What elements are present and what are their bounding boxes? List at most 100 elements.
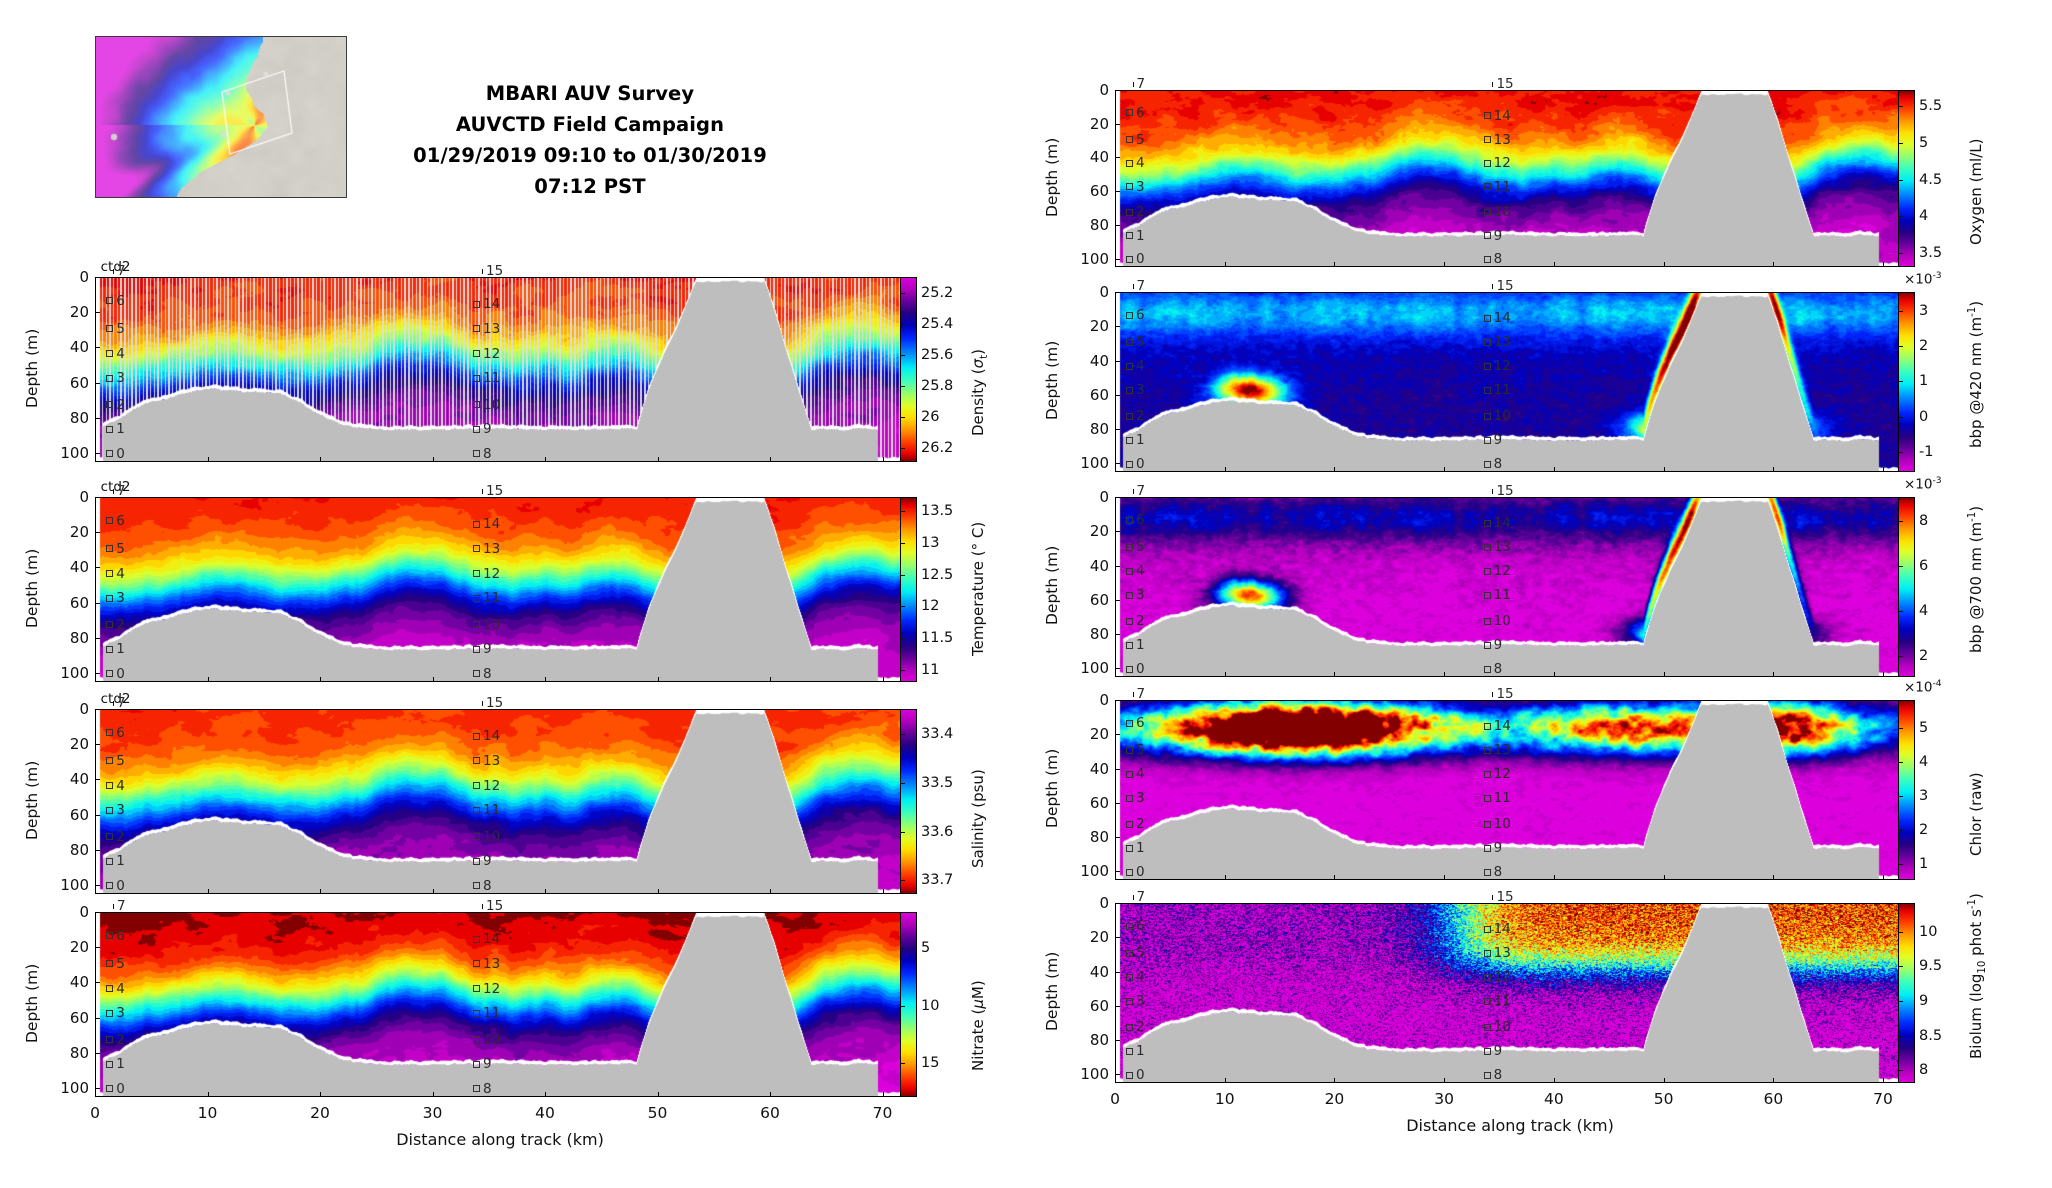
station-marker-density-9[interactable]: 9	[473, 423, 492, 436]
station-marker-chlor-10[interactable]: 10	[1483, 817, 1511, 831]
station-marker-temperature-7[interactable]: 7	[113, 484, 126, 498]
station-marker-chlor-13[interactable]: 13	[1483, 744, 1511, 757]
station-marker-nitrate-11[interactable]: 11	[473, 1006, 500, 1020]
station-marker-oxygen-13[interactable]: 13	[1483, 133, 1511, 147]
station-marker-nitrate-5[interactable]: 5	[106, 957, 125, 971]
station-marker-temperature-1[interactable]: 1	[106, 643, 125, 656]
station-marker-bbp700-14[interactable]: 14	[1483, 517, 1511, 530]
station-marker-chlor-8[interactable]: 8	[1483, 865, 1502, 879]
station-marker-bbp700-7[interactable]: 7	[1132, 484, 1145, 498]
station-marker-chlor-6[interactable]: 6	[1125, 716, 1145, 730]
station-marker-nitrate-6[interactable]: 6	[106, 929, 125, 943]
station-marker-oxygen-11[interactable]: 11	[1483, 180, 1511, 194]
station-marker-temperature-11[interactable]: 11	[473, 591, 500, 605]
station-marker-salinity-5[interactable]: 5	[106, 754, 125, 768]
station-marker-temperature-15[interactable]: 15	[482, 484, 503, 498]
station-marker-density-13[interactable]: 13	[473, 322, 500, 336]
station-marker-bbp420-15[interactable]: 15	[1492, 279, 1514, 293]
station-marker-oxygen-5[interactable]: 5	[1125, 133, 1145, 147]
station-marker-density-7[interactable]: 7	[113, 264, 126, 278]
station-marker-oxygen-14[interactable]: 14	[1483, 109, 1511, 123]
station-marker-oxygen-15[interactable]: 15	[1492, 77, 1514, 91]
station-marker-salinity-15[interactable]: 15	[482, 696, 503, 710]
station-marker-oxygen-12[interactable]: 12	[1483, 156, 1511, 170]
station-marker-density-0[interactable]: 0	[106, 447, 125, 461]
station-marker-temperature-10[interactable]: 10	[473, 618, 500, 632]
station-marker-chlor-12[interactable]: 12	[1483, 768, 1511, 781]
station-marker-bbp700-9[interactable]: 9	[1483, 638, 1502, 652]
station-marker-oxygen-9[interactable]: 9	[1483, 229, 1502, 243]
station-marker-temperature-2[interactable]: 2	[106, 618, 125, 632]
station-marker-biolum-8[interactable]: 8	[1483, 1068, 1502, 1082]
station-marker-salinity-12[interactable]: 12	[473, 779, 500, 793]
plot-area-biolum[interactable]	[1115, 903, 1905, 1083]
station-marker-density-3[interactable]: 3	[106, 371, 125, 385]
station-marker-nitrate-14[interactable]: 14	[473, 932, 500, 946]
station-marker-bbp420-5[interactable]: 5	[1125, 336, 1145, 349]
plot-area-bbp700[interactable]	[1115, 497, 1905, 677]
station-marker-salinity-2[interactable]: 2	[106, 830, 125, 844]
station-marker-temperature-4[interactable]: 4	[106, 567, 125, 581]
station-marker-biolum-1[interactable]: 1	[1125, 1044, 1145, 1058]
station-marker-bbp700-15[interactable]: 15	[1492, 484, 1514, 498]
station-marker-bbp420-9[interactable]: 9	[1483, 433, 1502, 447]
station-marker-density-5[interactable]: 5	[106, 322, 125, 336]
station-marker-density-2[interactable]: 2	[106, 398, 125, 412]
station-marker-density-6[interactable]: 6	[106, 294, 125, 308]
station-marker-oxygen-7[interactable]: 7	[1132, 77, 1145, 91]
station-marker-nitrate-4[interactable]: 4	[106, 982, 125, 996]
station-marker-temperature-3[interactable]: 3	[106, 591, 125, 605]
station-marker-chlor-15[interactable]: 15	[1492, 687, 1514, 701]
station-marker-biolum-13[interactable]: 13	[1483, 947, 1511, 960]
station-marker-chlor-4[interactable]: 4	[1125, 768, 1145, 781]
station-marker-bbp700-5[interactable]: 5	[1125, 541, 1145, 554]
station-marker-oxygen-8[interactable]: 8	[1483, 253, 1502, 266]
station-marker-bbp700-12[interactable]: 12	[1483, 565, 1511, 578]
station-marker-chlor-2[interactable]: 2	[1125, 817, 1145, 831]
station-marker-biolum-4[interactable]: 4	[1125, 971, 1145, 984]
plot-area-chlor[interactable]	[1115, 700, 1905, 880]
station-marker-salinity-6[interactable]: 6	[106, 726, 125, 740]
station-marker-chlor-9[interactable]: 9	[1483, 841, 1502, 855]
station-marker-nitrate-15[interactable]: 15	[482, 899, 503, 913]
station-marker-bbp420-12[interactable]: 12	[1483, 360, 1511, 373]
station-marker-bbp420-13[interactable]: 13	[1483, 336, 1511, 349]
station-marker-chlor-3[interactable]: 3	[1125, 792, 1145, 805]
station-marker-biolum-12[interactable]: 12	[1483, 971, 1511, 984]
station-marker-density-14[interactable]: 14	[473, 297, 500, 311]
station-marker-biolum-5[interactable]: 5	[1125, 947, 1145, 960]
station-marker-salinity-3[interactable]: 3	[106, 803, 125, 817]
station-marker-bbp420-8[interactable]: 8	[1483, 457, 1502, 471]
station-marker-nitrate-9[interactable]: 9	[473, 1058, 492, 1071]
station-marker-bbp700-2[interactable]: 2	[1125, 614, 1145, 628]
station-marker-bbp420-10[interactable]: 10	[1483, 409, 1511, 423]
plot-area-nitrate[interactable]	[95, 912, 905, 1097]
station-marker-nitrate-2[interactable]: 2	[106, 1033, 125, 1047]
station-marker-chlor-1[interactable]: 1	[1125, 841, 1145, 855]
station-marker-oxygen-2[interactable]: 2	[1125, 205, 1145, 219]
station-marker-bbp420-6[interactable]: 6	[1125, 308, 1145, 322]
station-marker-temperature-5[interactable]: 5	[106, 542, 125, 556]
station-marker-bbp700-4[interactable]: 4	[1125, 565, 1145, 578]
station-marker-oxygen-10[interactable]: 10	[1483, 205, 1511, 219]
station-marker-temperature-9[interactable]: 9	[473, 643, 492, 656]
station-marker-nitrate-7[interactable]: 7	[113, 899, 126, 913]
station-marker-temperature-8[interactable]: 8	[473, 667, 492, 681]
station-marker-bbp700-13[interactable]: 13	[1483, 541, 1511, 554]
station-marker-nitrate-13[interactable]: 13	[473, 957, 500, 971]
station-marker-biolum-2[interactable]: 2	[1125, 1020, 1145, 1034]
station-marker-nitrate-1[interactable]: 1	[106, 1058, 125, 1071]
station-marker-density-12[interactable]: 12	[473, 347, 500, 361]
station-marker-density-4[interactable]: 4	[106, 347, 125, 361]
plot-area-oxygen[interactable]	[1115, 90, 1905, 267]
station-marker-density-15[interactable]: 15	[482, 264, 503, 278]
station-marker-oxygen-6[interactable]: 6	[1125, 106, 1145, 120]
station-marker-salinity-8[interactable]: 8	[473, 879, 492, 893]
station-marker-bbp420-11[interactable]: 11	[1483, 384, 1511, 397]
station-marker-salinity-10[interactable]: 10	[473, 830, 500, 844]
station-marker-bbp420-0[interactable]: 0	[1125, 457, 1145, 471]
station-marker-oxygen-1[interactable]: 1	[1125, 229, 1145, 243]
station-marker-biolum-11[interactable]: 11	[1483, 995, 1511, 1008]
station-marker-temperature-13[interactable]: 13	[473, 542, 500, 556]
station-marker-nitrate-8[interactable]: 8	[473, 1082, 492, 1096]
